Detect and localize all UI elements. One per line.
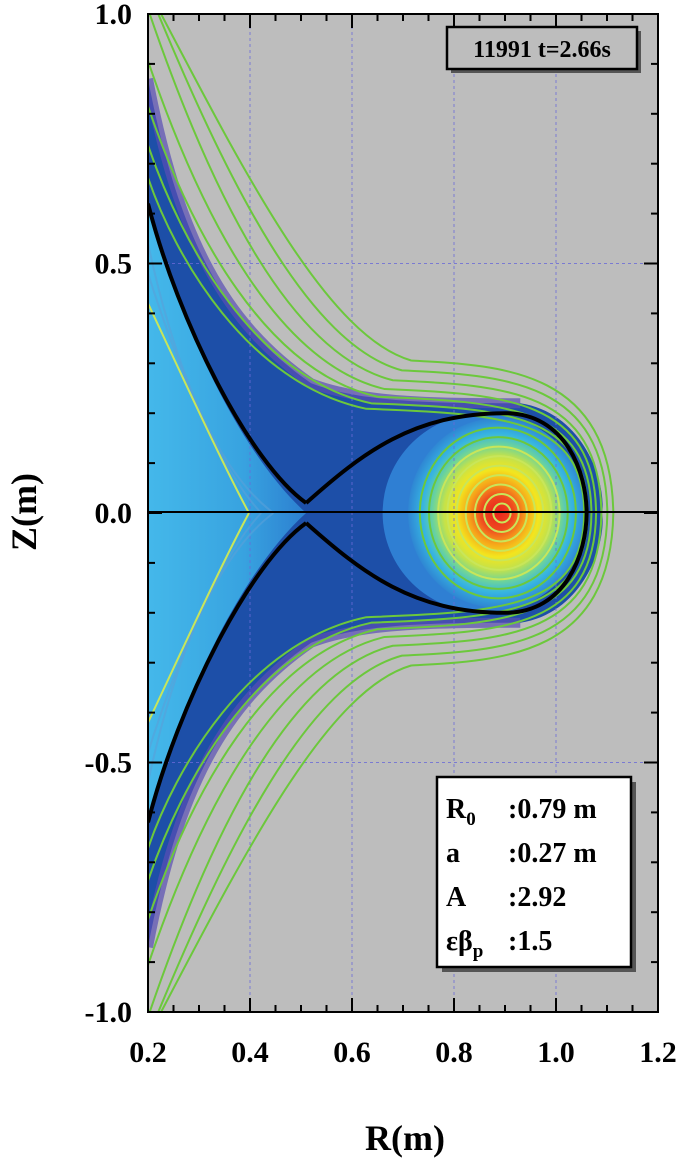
parameter-value: :0.27 m	[508, 838, 597, 869]
y-tick-label: 0.0	[95, 497, 133, 530]
x-tick-label: 0.4	[231, 1036, 269, 1069]
x-tick-label: 1.2	[639, 1036, 677, 1069]
flux-contour-open	[148, 14, 603, 514]
parameter-row: εβp	[446, 926, 483, 962]
flux-contour-open	[148, 177, 586, 514]
flux-contours	[148, 14, 615, 1012]
flux-contour-open	[157, 14, 609, 514]
separatrix-core	[304, 411, 589, 514]
flux-contour-open	[148, 144, 589, 514]
flux-contour-private	[148, 273, 262, 514]
shot-label-box: 11991 t=2.66s	[445, 25, 641, 73]
flux-contour-private	[148, 512, 262, 753]
flux-contour-open	[159, 14, 615, 514]
axis-ticks	[147, 13, 659, 1013]
y-axis-title: Z(m)	[4, 473, 44, 551]
x-tick-label: 0.2	[129, 1036, 167, 1069]
separatrix-leg	[148, 203, 308, 505]
flux-contour-private	[148, 302, 250, 514]
tick-labels: 0.2 0.4 0.6 0.8 1.0 1.2 1.0 0.5 0.0 -0.5 -1.0	[85, 0, 677, 1069]
flux-contour-open	[148, 105, 593, 514]
x-tick-label: 0.6	[333, 1036, 371, 1069]
edge-fringe-upper	[148, 77, 521, 409]
flux-contour-open	[157, 512, 609, 1012]
parameter-row: A	[446, 882, 467, 913]
y-tick-label: -1.0	[85, 996, 133, 1029]
parameter-value: :1.5	[508, 926, 552, 957]
flux-contour-open	[148, 60, 598, 514]
y-tick-label: -0.5	[85, 747, 133, 780]
y-tick-label: 1.0	[95, 0, 133, 31]
parameter-value: :2.92	[508, 882, 566, 913]
parameter-row: R0	[446, 794, 476, 830]
flux-contour-open	[148, 512, 589, 882]
parameter-row: a	[446, 838, 460, 869]
x-tick-label: 1.0	[537, 1036, 575, 1069]
flux-contour-open	[148, 512, 586, 849]
separatrix	[148, 203, 589, 823]
separatrix-core	[304, 512, 589, 615]
shot-label: 11991 t=2.66s	[473, 37, 611, 63]
x-tick-label: 0.8	[435, 1036, 473, 1069]
edge-fringe-lower	[148, 617, 521, 949]
flux-contour-private	[148, 512, 250, 724]
parameter-value: :0.79 m	[508, 794, 597, 825]
flux-contour-open	[148, 512, 593, 921]
separatrix-leg	[148, 521, 308, 823]
flux-contour-open	[148, 512, 603, 1012]
flux-contour-open	[148, 512, 598, 966]
x-axis-title: R(m)	[365, 1118, 445, 1158]
parameters-box: R0 :0.79 m a :0.27 m A :2.92 εβp :1.5	[435, 775, 636, 972]
flux-contour-open	[159, 512, 615, 1012]
y-tick-label: 0.5	[95, 248, 133, 281]
